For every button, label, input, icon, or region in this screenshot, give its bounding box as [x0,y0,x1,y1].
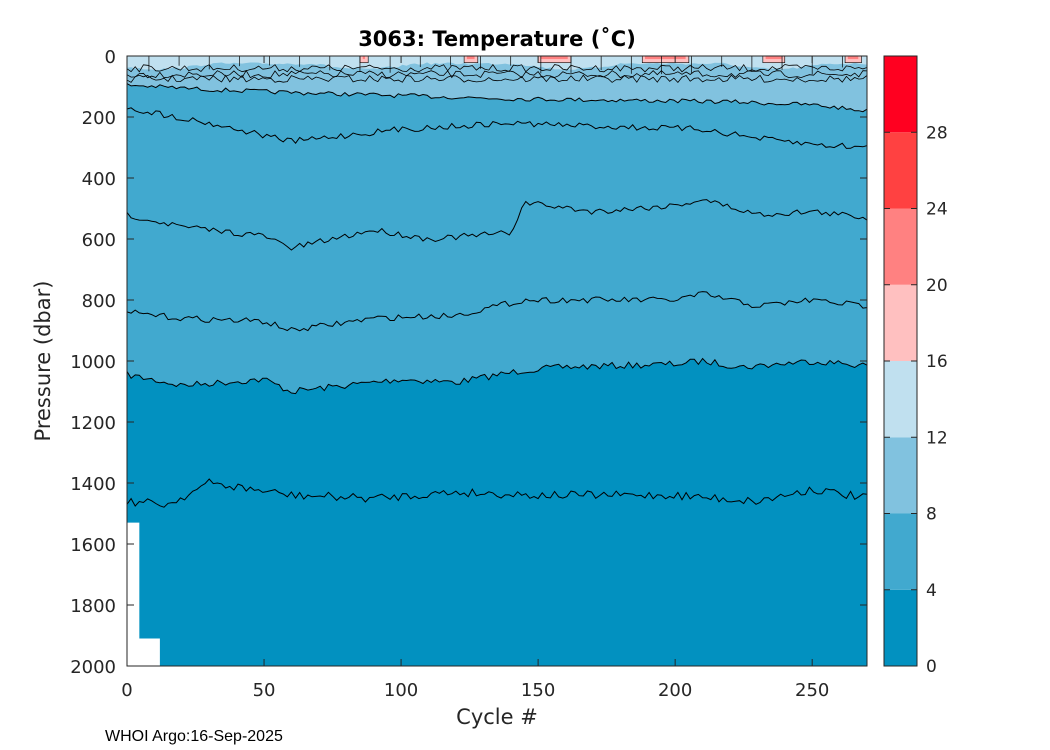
hot-patch-4 [765,56,782,60]
warm-patch-4 [762,56,786,64]
hot-patch-3 [645,56,686,60]
isotherm-line-3 [127,199,867,251]
colorbar-segment-7 [884,56,917,133]
isotherm-line-4 [127,107,867,149]
colorbar-tick-label: 0 [926,657,937,677]
temperature-band-8-12 [127,56,867,112]
isotherm-line-2 [127,291,867,332]
isotherm-line-5 [127,83,867,113]
colorbar-tick-label: 8 [926,505,937,525]
y-axis: 0 200 400 600 800 1000 1200 1400 1600 1800 2000 [70,47,867,678]
y-tick-label: 200 [82,108,116,129]
x-tick-label: 0 [121,680,132,701]
colorbar: 0 4 8 12 16 20 24 28 [883,55,948,677]
warm-surface-patches [359,56,862,64]
y-tick-label: 2000 [70,657,116,678]
colorbar-tick-label: 4 [926,581,937,601]
isotherm-line-1 [127,478,867,508]
x-tick-label: 150 [521,680,555,701]
y-tick-label: 1800 [70,596,116,617]
colorbar-segment-5 [884,208,917,285]
y-tick-label: 0 [105,47,116,68]
y-tick-label: 1200 [70,413,116,434]
colorbar-segment-6 [884,132,917,209]
warm-patch-5 [844,56,862,64]
colorbar-segment-1 [884,513,917,590]
colorbar-tick-label: 12 [926,428,948,448]
x-tick-label: 100 [384,680,418,701]
x-tick-label: 50 [253,680,276,701]
warm-patch-3 [641,56,690,64]
y-tick-label: 1600 [70,535,116,556]
surface-contour-2 [127,74,867,84]
temperature-band-4-8 [127,56,867,394]
isotherm-lines [127,83,867,508]
colorbar-tick-label: 20 [926,276,948,296]
colorbar-tick-label: 24 [926,200,948,220]
x-tick-label: 250 [795,680,829,701]
hot-patch-5 [847,56,859,60]
hot-patch-0 [362,56,365,60]
colorbar-tick-label: 16 [926,352,948,372]
colorbar-segment-2 [884,437,917,514]
y-tick-label: 600 [82,230,116,251]
colorbar-segment-4 [884,284,917,361]
x-axis-label: Cycle # [456,705,538,729]
warm-patch-1 [463,56,479,64]
x-tick-label: 200 [658,680,692,701]
y-tick-label: 1400 [70,474,116,495]
hot-patch-1 [466,56,475,60]
footer-timestamp: WHOI Argo:16-Sep-2025 [105,728,283,745]
y-tick-label: 1000 [70,352,116,373]
colorbar-segment-0 [884,589,917,666]
surface-contour-1 [127,69,867,79]
plot-area [127,56,867,666]
y-tick-label: 800 [82,291,116,312]
x-axis: 0 50 100 150 200 250 [121,56,829,701]
y-axis-label: Pressure (dbar) [31,281,55,442]
y-tick-label: 400 [82,169,116,190]
hot-patch-2 [540,56,568,60]
chart-title: 3063: Temperature (˚C) [358,27,636,51]
isotherm-line-0 [127,357,867,395]
surface-contour-lines [127,56,867,84]
surface-contour-0 [127,63,867,73]
colorbar-segment-3 [884,361,917,438]
no-data-region [127,522,160,666]
colorbar-tick-label: 28 [926,123,948,143]
